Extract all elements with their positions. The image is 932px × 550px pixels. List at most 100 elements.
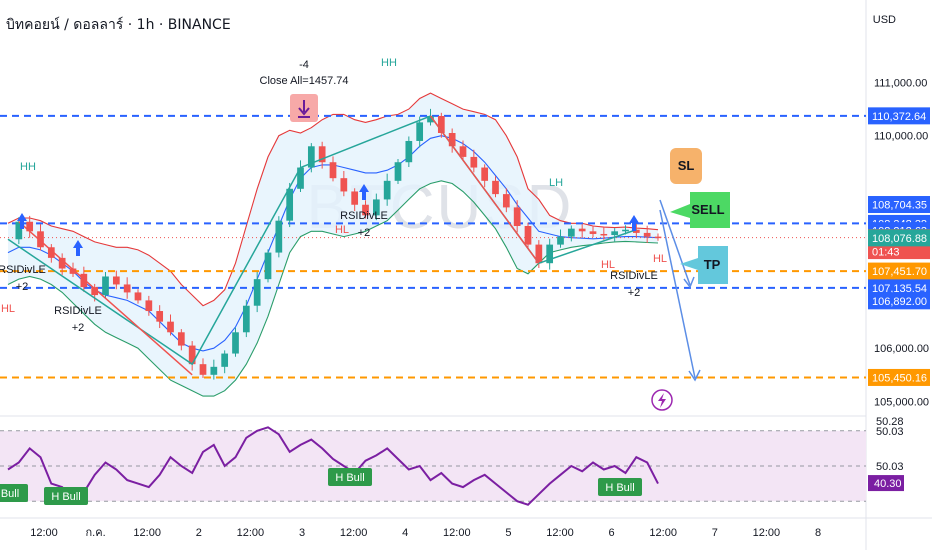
candle[interactable] [253,271,261,313]
candle[interactable] [134,289,142,304]
price-tick-label[interactable]: 110,000.00 [874,131,928,143]
candle[interactable] [513,200,521,233]
rsi-value-label[interactable]: 40.30 [874,478,902,490]
annotation-hl[interactable]: HL [335,224,349,236]
tp-bubble[interactable] [680,246,728,284]
candle-body[interactable] [145,300,153,312]
price-tag-label-0[interactable]: 110,372.64 [872,111,926,123]
candle-body[interactable] [643,232,651,237]
candle-body[interactable] [546,244,554,264]
candle-body[interactable] [557,236,564,245]
lightning-bolt[interactable] [658,393,666,408]
time-tick-label[interactable]: 12:00 [546,527,574,539]
candle-body[interactable] [275,220,283,253]
candle-body[interactable] [26,221,34,232]
exit-arrow-icon[interactable] [298,100,310,118]
candle-body[interactable] [102,276,109,296]
candle-body[interactable] [351,191,359,205]
candle[interactable] [26,215,34,238]
symbol-title[interactable]: บิทคอยน์ / ดอลลาร์ · 1h · BINANCE [6,17,231,33]
candle[interactable] [470,149,478,173]
candle[interactable] [632,223,640,238]
candle[interactable] [242,299,250,338]
annotation-plus-two[interactable]: +2 [72,322,85,334]
candle-body[interactable] [535,244,543,264]
candle[interactable] [221,350,229,374]
candle[interactable] [264,249,272,283]
candle[interactable] [643,225,651,244]
rsi-line[interactable] [7,426,659,506]
bull-tag-bg[interactable] [328,468,372,486]
candle[interactable] [372,193,380,221]
candle-body[interactable] [448,133,456,147]
candle[interactable] [112,270,120,290]
candle-body[interactable] [632,229,640,233]
long-entry-arrow[interactable] [73,240,83,256]
candle-body[interactable] [459,146,467,157]
price-tag-bg-0[interactable] [868,107,930,125]
candle-body[interactable] [80,273,88,288]
bull-tag-label[interactable]: H Bull [605,482,634,494]
time-tick-label[interactable]: 12:00 [133,527,161,539]
candle-body[interactable] [654,236,662,239]
candle-body[interactable] [112,276,120,285]
projection-line-tp[interactable] [659,199,691,286]
candle-body[interactable] [134,292,142,301]
time-tick-label[interactable]: 8 [815,527,821,539]
candle[interactable] [123,277,131,299]
price-tag-bg-9[interactable] [868,368,930,386]
annotation-rsidivle[interactable]: RSIDivLE [0,264,46,276]
candle-body[interactable] [91,287,99,296]
candle[interactable] [210,359,218,380]
candle[interactable] [578,224,586,238]
candle-body[interactable] [123,284,131,293]
candle[interactable] [232,327,239,357]
candle[interactable] [405,136,413,168]
candle-body[interactable] [437,115,445,133]
time-tick-label[interactable]: 2 [196,527,202,539]
candle-body[interactable] [578,228,586,232]
candle[interactable] [394,159,402,185]
candle[interactable] [156,305,164,329]
candle[interactable] [589,225,597,238]
candle-body[interactable] [232,332,239,354]
bull-tag-bg[interactable] [598,478,642,496]
candle-body[interactable] [372,199,380,216]
candle[interactable] [437,112,445,138]
time-tick-label[interactable]: 4 [402,527,408,539]
candle[interactable] [351,188,359,212]
annotation-hh[interactable]: HH [20,161,36,173]
bull-tag-bg[interactable] [0,484,28,502]
candle-body[interactable] [513,207,521,226]
sl-bubble[interactable] [670,148,702,184]
candle-body[interactable] [329,162,337,179]
candle[interactable] [102,271,109,299]
candle[interactable] [177,329,185,351]
candle[interactable] [188,341,196,371]
price-tag-label-1[interactable]: 108,704.35 [872,200,927,212]
candle-body[interactable] [156,311,164,322]
sl-label[interactable]: SL [678,158,695,173]
time-tick-label[interactable]: 7 [712,527,718,539]
bollinger-upper-line[interactable] [7,92,659,307]
candle[interactable] [307,143,315,173]
candle-body[interactable] [394,162,402,181]
time-tick-label[interactable]: 12:00 [443,527,471,539]
annotation-close-all-1457-74[interactable]: Close All=1457.74 [260,75,349,87]
candle-body[interactable] [37,231,44,248]
swing-line-green[interactable] [7,115,637,366]
rsi-axis-label[interactable]: 50.03 [876,426,904,438]
candle-body[interactable] [188,345,196,365]
long-entry-arrow[interactable] [629,215,639,231]
candle[interactable] [416,116,424,148]
candle-body[interactable] [502,194,510,208]
candle-body[interactable] [492,180,499,195]
candle-body[interactable] [58,257,66,269]
candle[interactable] [600,226,608,240]
currency-label[interactable]: USD [872,14,896,26]
candle-body[interactable] [47,247,55,258]
tp-label[interactable]: TP [704,257,721,272]
time-tick-label[interactable]: 12:00 [340,527,368,539]
